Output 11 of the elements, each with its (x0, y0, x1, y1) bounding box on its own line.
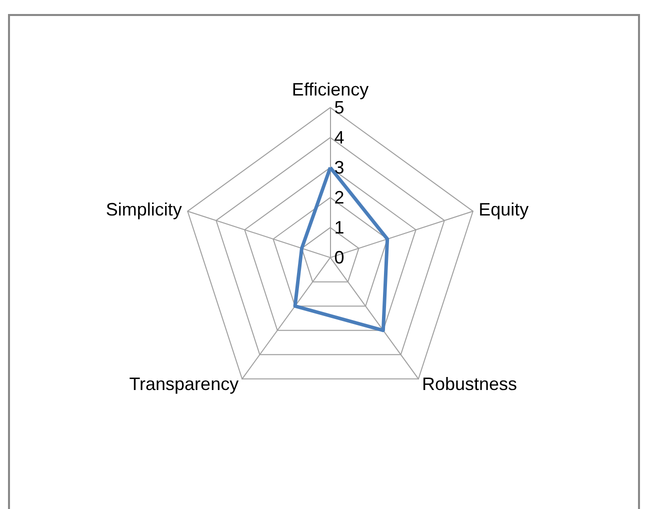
y-tick-label: 1 (334, 218, 344, 238)
spoke-label: Robustness (422, 374, 518, 394)
y-tick-label: 2 (334, 188, 344, 208)
spoke-label: Transparency (129, 374, 239, 394)
y-tick-label: 0 (334, 248, 344, 268)
y-tick-label: 3 (334, 158, 344, 178)
spoke-label: Efficiency (292, 80, 369, 100)
spoke-label: Equity (478, 199, 529, 220)
y-tick-label: 4 (334, 128, 344, 148)
spoke-label: Simplicity (106, 199, 182, 220)
y-tick-label: 5 (334, 98, 344, 118)
